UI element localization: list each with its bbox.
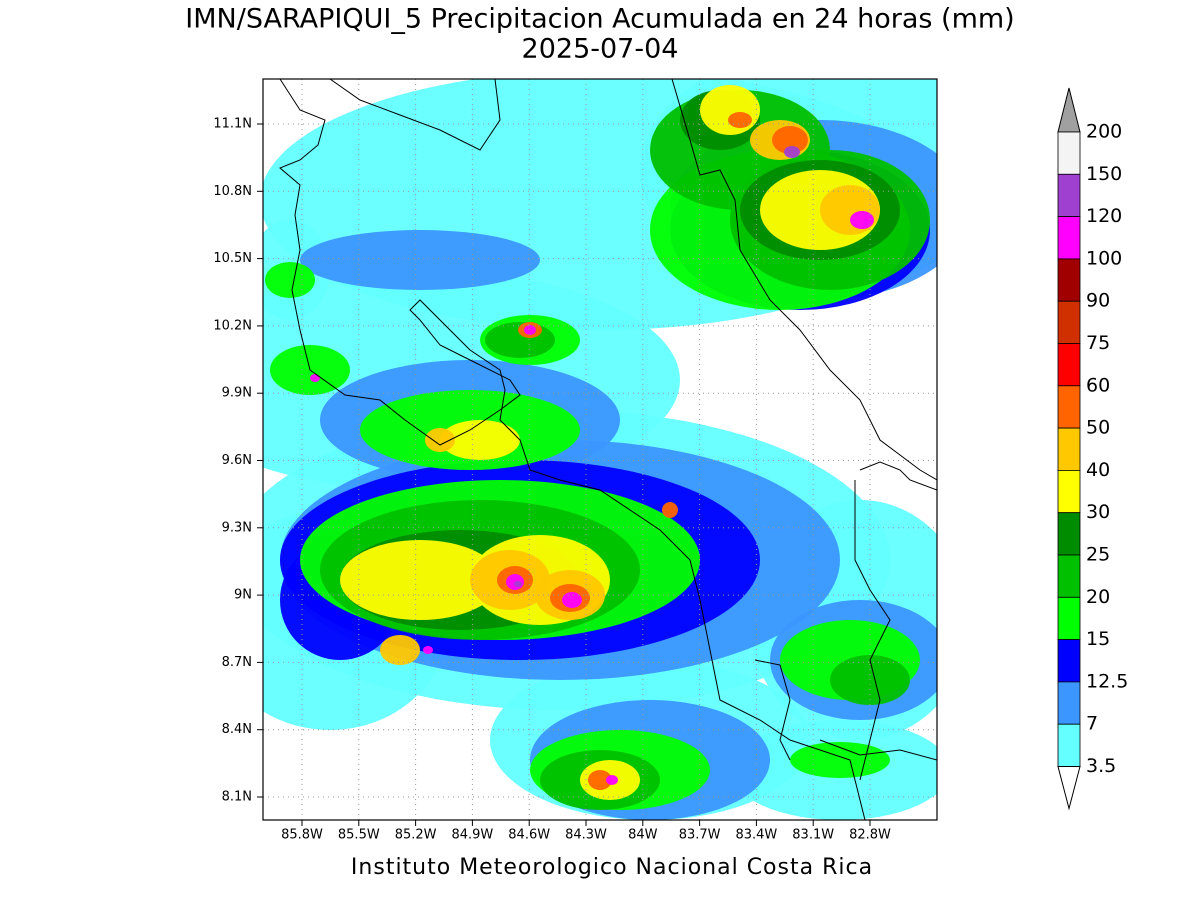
lat-label: 10.8N (213, 184, 252, 199)
colorbar-label: 3.5 (1086, 755, 1116, 777)
lon-label: 84.6W (508, 828, 550, 843)
colorbar-segment (1057, 639, 1081, 683)
lat-label: 8.7N (222, 655, 252, 670)
colorbar-segment (1057, 385, 1081, 429)
lon-label: 83.7W (679, 828, 721, 843)
title: IMN/SARAPIQUI_5 Precipitacion Acumulada … (185, 4, 1014, 35)
colorbar-label: 50 (1086, 417, 1110, 439)
precip-area (790, 742, 890, 778)
precip-area (562, 592, 582, 608)
footer: Instituto Meteorologico Nacional Costa R… (351, 855, 873, 880)
colorbar-label: 200 (1086, 121, 1122, 143)
colorbar-label: 30 (1086, 501, 1110, 523)
precip-area (514, 581, 522, 587)
precip-area (830, 655, 910, 705)
colorbar-label: 20 (1086, 586, 1110, 608)
lon-label: 83.4W (735, 828, 777, 843)
lon-label: 85.8W (281, 828, 323, 843)
precip-area (662, 502, 678, 518)
lat-label: 9.3N (222, 520, 252, 535)
precip-field (263, 79, 937, 820)
precip-area (340, 540, 500, 620)
lat-label: 9.9N (222, 386, 252, 401)
map-frame (262, 78, 938, 821)
precip-area (606, 775, 618, 785)
precip-area (265, 262, 315, 298)
precip-area (506, 574, 524, 590)
colorbar-cap (1057, 87, 1081, 133)
lon-label: 84.9W (451, 828, 493, 843)
colorbar-segment (1057, 681, 1081, 725)
lat-label: 9.6N (222, 453, 252, 468)
precip-area (728, 112, 752, 128)
precip-area (850, 211, 874, 229)
precip-area (380, 635, 420, 665)
precip-area (772, 126, 808, 154)
precip-area (588, 770, 612, 790)
colorbar-segment (1057, 258, 1081, 302)
colorbar-label: 40 (1086, 459, 1110, 481)
lon-label: 85.2W (395, 828, 437, 843)
grid (263, 79, 937, 820)
colorbar-label: 150 (1086, 163, 1122, 185)
colorbar-label: 25 (1086, 544, 1110, 566)
colorbar-label: 100 (1086, 247, 1122, 269)
lat-label: 11.1N (213, 117, 252, 132)
colorbar-label: 15 (1086, 628, 1110, 650)
precip-area (700, 85, 760, 135)
colorbar-segment (1057, 216, 1081, 260)
coastlines (279, 79, 937, 820)
colorbar-label: 75 (1086, 332, 1110, 354)
colorbar-segment (1057, 131, 1081, 175)
colorbar-segment (1057, 173, 1081, 218)
colorbar-label: 90 (1086, 290, 1110, 312)
colorbar-label: 7 (1086, 713, 1098, 735)
precip-area (300, 230, 540, 290)
precip-area (440, 420, 520, 460)
colorbar-segment (1057, 596, 1081, 640)
colorbar-cap (1057, 766, 1081, 811)
lat-label: 9N (234, 588, 252, 603)
lon-label: 84W (628, 828, 658, 843)
lat-label: 8.1N (222, 790, 252, 805)
lat-label: 10.5N (213, 251, 252, 266)
colorbar-segment (1057, 723, 1081, 767)
lon-label: 83.1W (792, 828, 834, 843)
colorbar-segment (1057, 427, 1081, 471)
precip-area (784, 146, 800, 158)
colorbar-segment (1057, 343, 1081, 387)
colorbar-segment (1057, 554, 1081, 598)
lon-label: 85.5W (338, 828, 380, 843)
colorbar-segment (1057, 512, 1081, 556)
lon-label: 82.8W (849, 828, 891, 843)
lat-label: 8.4N (222, 722, 252, 737)
precip-area (524, 325, 536, 335)
subtitle: 2025-07-04 (522, 34, 679, 65)
axis-labels: 85.8W 85.5W 85.2W 84.9W 84.6W 84.3W 84W 83.7W 83… (213, 117, 891, 843)
colorbar-label: 60 (1086, 374, 1110, 396)
precip-area (423, 646, 433, 654)
lon-label: 84.3W (565, 828, 607, 843)
precip-area (820, 185, 880, 235)
colorbar: 200 150 120 100 90 75 60 50 40 30 25 20 15 12.5 7 3.5 (1057, 87, 1128, 811)
lat-label: 10.2N (213, 318, 252, 333)
colorbar-label: 120 (1086, 205, 1122, 227)
colorbar-label: 12.5 (1086, 670, 1128, 692)
precip-area (425, 428, 455, 452)
colorbar-segment (1057, 469, 1081, 514)
colorbar-segment (1057, 300, 1081, 344)
precip-area (310, 374, 320, 382)
